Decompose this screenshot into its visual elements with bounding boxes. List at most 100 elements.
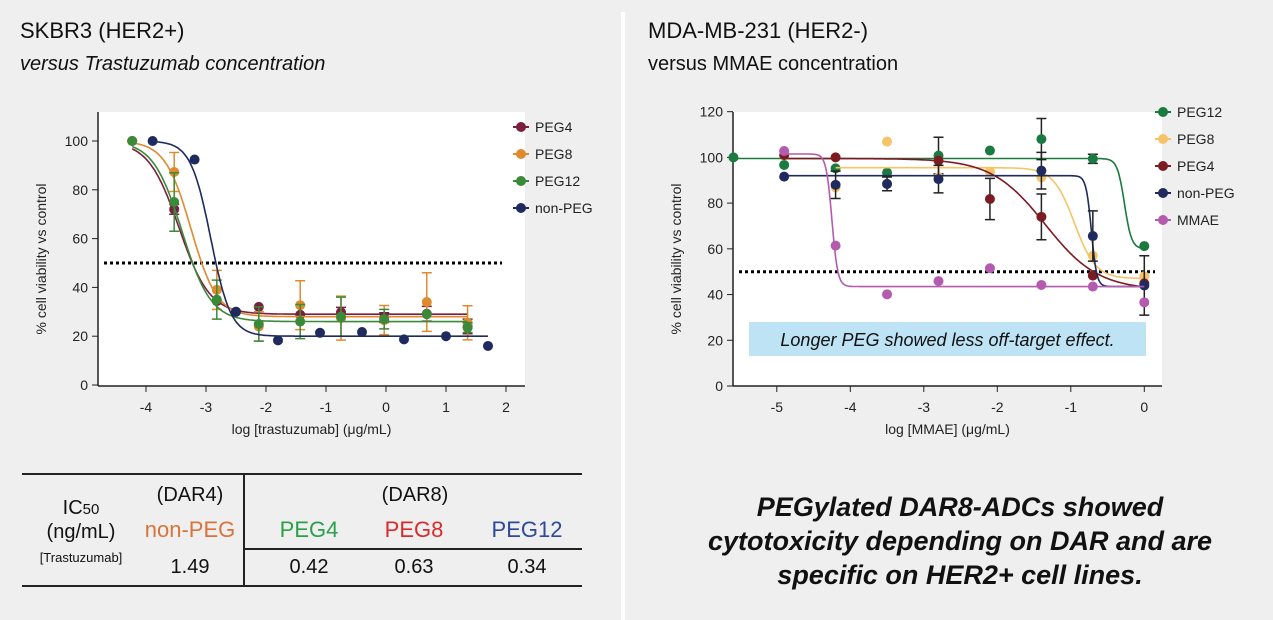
data-point-non-peg bbox=[1087, 231, 1098, 242]
data-point-peg12 bbox=[127, 136, 138, 146]
data-point-peg12 bbox=[379, 314, 390, 325]
legend-marker-peg12 bbox=[516, 176, 526, 186]
data-point-peg12 bbox=[253, 319, 264, 329]
conclusion-line-2: cytotoxicity depending on DAR and are bbox=[707, 526, 1213, 556]
data-point-non-peg bbox=[1036, 165, 1047, 176]
legend-label-mmae: MMAE bbox=[1177, 212, 1219, 228]
y-tick-label: 0 bbox=[715, 378, 723, 394]
y-tick-label: 40 bbox=[707, 287, 723, 303]
x-tick-label: -5 bbox=[771, 399, 784, 415]
data-point-peg12 bbox=[336, 311, 346, 322]
table-top-rule bbox=[22, 473, 582, 475]
x-tick-label: -2 bbox=[260, 399, 273, 415]
x-tick-label: 0 bbox=[1140, 399, 1148, 415]
y-tick-label: 0 bbox=[80, 377, 88, 393]
x-axis-label: log [MMAE] (μg/mL) bbox=[885, 421, 1010, 437]
data-point-non-peg bbox=[147, 136, 158, 146]
y-tick-label: 20 bbox=[72, 328, 88, 344]
data-point-non-peg bbox=[779, 171, 790, 182]
data-point-non-peg bbox=[189, 154, 200, 165]
x-axis-label: log [trastuzumab] (μg/mL) bbox=[232, 421, 392, 437]
y-tick-label: 100 bbox=[700, 149, 724, 165]
conclusion-text: PEGylated DAR8-ADCs showed cytotoxicity … bbox=[640, 490, 1273, 592]
ic50-value-peg4: 0.42 bbox=[289, 556, 329, 578]
y-axis-label: % cell viability vs control bbox=[33, 184, 49, 335]
ic50-drug: [Trastuzumab] bbox=[39, 550, 123, 565]
fit-curve-non-peg bbox=[784, 174, 1145, 288]
legend-marker-non-peg bbox=[1158, 188, 1168, 198]
annotation-box bbox=[749, 322, 1146, 356]
plot-area bbox=[98, 112, 525, 386]
legend-label-peg4: PEG4 bbox=[1177, 158, 1215, 174]
data-point-peg8 bbox=[421, 297, 432, 308]
skbr3-viability-chart: 0 20 40 60 80 100 -4 -3 -2 -1 0 1 2 log [trastuzumab]… bbox=[33, 112, 593, 437]
data-point-non-peg bbox=[933, 174, 944, 185]
legend-label-non-peg: non-PEG bbox=[535, 200, 593, 216]
data-point-peg4 bbox=[984, 194, 995, 205]
data-point-peg4 bbox=[1036, 211, 1047, 222]
mda-mb-231-viability-chart: 0 20 40 60 80 100 120 -5 -4 -3 -2 -1 0 log [MMAE] (μg… bbox=[668, 104, 1235, 437]
ic50-label-text: IC bbox=[62, 497, 83, 519]
x-tick-label: -1 bbox=[1065, 399, 1078, 415]
legend-label-peg12: PEG12 bbox=[1177, 104, 1222, 120]
column-header-peg8: PEG8 bbox=[384, 517, 444, 542]
left-panel-title: SKBR3 (HER2+) bbox=[20, 18, 185, 43]
data-point-peg12 bbox=[1139, 241, 1150, 252]
x-tick-label: 0 bbox=[382, 399, 390, 415]
legend-marker-peg12 bbox=[1158, 107, 1168, 117]
data-point-non-peg bbox=[830, 179, 841, 190]
panel-divider bbox=[621, 12, 625, 620]
legend-marker-peg8 bbox=[1158, 134, 1168, 144]
data-point-peg4 bbox=[830, 152, 841, 163]
ic50-value-peg12: 0.34 bbox=[507, 556, 547, 578]
legend-label-non-peg: non-PEG bbox=[1177, 185, 1235, 201]
data-point-non-peg bbox=[273, 335, 283, 346]
table-vertical-rule bbox=[243, 473, 245, 586]
ic50-subscript: 50 bbox=[82, 501, 100, 518]
y-tick-label: 80 bbox=[72, 182, 88, 198]
ic50-value-non-peg: 1.49 bbox=[170, 556, 210, 578]
data-point-peg12 bbox=[1036, 134, 1047, 145]
data-point-peg8 bbox=[882, 136, 893, 147]
ic50-label: IC50 bbox=[22, 497, 140, 520]
legend-marker-peg8 bbox=[516, 149, 526, 159]
data-point-peg12 bbox=[1087, 153, 1098, 164]
data-point-peg12 bbox=[295, 316, 306, 327]
data-point-mmae bbox=[882, 289, 893, 300]
data-point-peg12 bbox=[211, 294, 222, 305]
legend-label-peg8: PEG8 bbox=[535, 146, 573, 162]
data-point-non-peg bbox=[441, 331, 451, 342]
y-tick-label: 100 bbox=[65, 133, 89, 149]
fit-curve-mmae bbox=[784, 153, 1145, 288]
table-bottom-rule bbox=[22, 585, 582, 587]
ic50-unit: (ng/mL) bbox=[46, 521, 116, 543]
data-point-peg12 bbox=[728, 152, 739, 163]
data-point-peg12 bbox=[984, 145, 995, 156]
annotation-text: Longer PEG showed less off-target effect… bbox=[780, 330, 1114, 350]
legend-label-peg12: PEG12 bbox=[535, 173, 580, 189]
data-point-peg12 bbox=[169, 197, 180, 207]
x-tick-label: -2 bbox=[991, 399, 1004, 415]
group-dar8: (DAR8) bbox=[381, 484, 449, 506]
left-panel-subtitle: versus Trastuzumab concentration bbox=[20, 53, 326, 75]
data-point-mmae bbox=[984, 263, 995, 274]
x-tick-label: -3 bbox=[918, 399, 931, 415]
legend-label-peg4: PEG4 bbox=[535, 119, 573, 135]
data-point-peg4 bbox=[1087, 270, 1098, 281]
data-point-non-peg bbox=[231, 306, 241, 317]
group-dar4: (DAR4) bbox=[156, 484, 224, 506]
ic50-value-peg8: 0.63 bbox=[394, 556, 434, 578]
table-mid-rule bbox=[243, 548, 582, 550]
data-point-non-peg bbox=[399, 334, 409, 345]
y-tick-label: 60 bbox=[707, 241, 723, 257]
right-panel-subtitle: versus MMAE concentration bbox=[648, 53, 899, 75]
conclusion-line-3: specific on HER2+ cell lines. bbox=[777, 560, 1143, 590]
data-point-non-peg bbox=[483, 340, 493, 351]
x-tick-label: 1 bbox=[442, 399, 450, 415]
data-point-non-peg bbox=[882, 178, 893, 189]
legend-marker-peg4 bbox=[516, 122, 526, 132]
data-point-mmae bbox=[1139, 297, 1150, 308]
fit-curve-peg4 bbox=[784, 157, 1145, 288]
x-tick-label: 2 bbox=[502, 399, 510, 415]
column-header-non-peg: non-PEG bbox=[144, 517, 236, 542]
